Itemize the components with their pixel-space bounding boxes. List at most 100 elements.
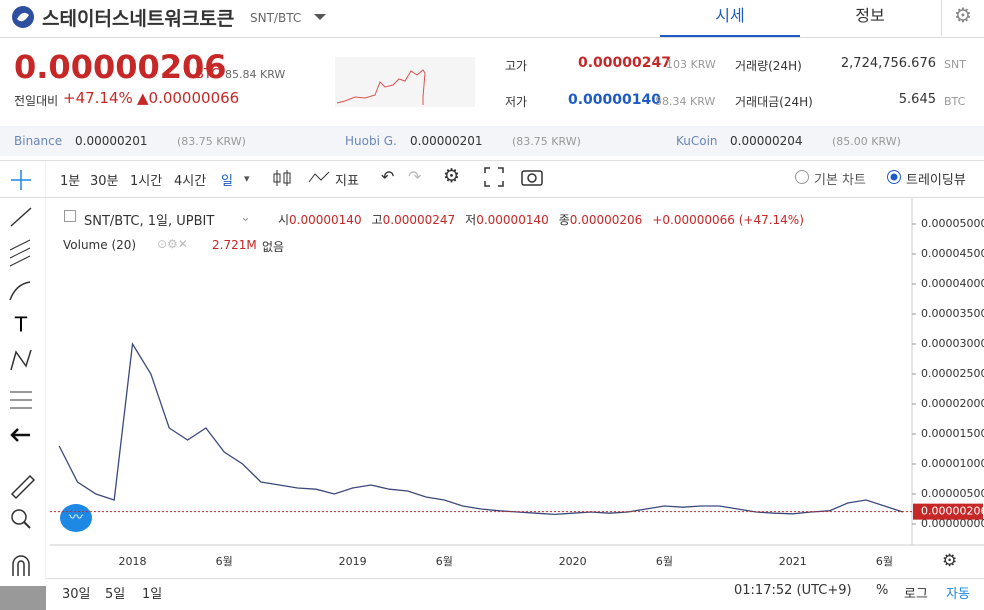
ohlc-value: 0.00000140 (476, 213, 549, 227)
tool-back[interactable] (10, 428, 30, 442)
price-line (58, 342, 904, 516)
x-tick-label: 2018 (119, 555, 147, 568)
tool-text[interactable]: T (14, 313, 28, 337)
logo (12, 6, 34, 28)
tool-brush[interactable] (9, 281, 31, 301)
radio-selected[interactable] (886, 169, 902, 185)
stat-unit: BTC (944, 95, 966, 108)
exchange-name: Huobi G. (345, 134, 397, 148)
ohlc-value: 0.00000206 (569, 213, 643, 227)
tool-pattern[interactable] (10, 349, 32, 371)
exchange-name: KuCoin (676, 134, 718, 148)
stat-value: 0.00000140 (568, 92, 661, 108)
stat-label: 고가 (505, 59, 528, 73)
ohlc-value: 0.00000247 (382, 213, 456, 227)
range[interactable]: 5일 (105, 587, 126, 602)
x-tick-label: 6월 (656, 555, 673, 568)
y-tick-label: 0.00005000 (921, 217, 984, 230)
tool-ruler[interactable] (10, 474, 36, 500)
ohlc-label: 저 (465, 213, 477, 227)
collapse[interactable] (64, 210, 76, 222)
exchange-name: Binance (14, 134, 63, 148)
ohlc-change: +0.00000066 (+47.14%) (652, 213, 804, 227)
stat-krw: 103 KRW (666, 58, 716, 71)
exchange-price: 0.00000201 (410, 134, 483, 148)
range[interactable]: 30일 (62, 587, 91, 602)
settings-icon[interactable]: ⚙ (443, 165, 461, 187)
candle-icon[interactable] (270, 166, 294, 190)
settings[interactable]: ⚙ (954, 3, 972, 27)
indicators[interactable]: 지표 (335, 174, 359, 189)
interval[interactable]: 1분 (60, 174, 81, 189)
ohlc: 시0.00000140 고0.00000247 저0.00000140 종0.0000… (278, 211, 804, 228)
undo[interactable]: ↶ (381, 167, 395, 186)
tool-line[interactable] (10, 207, 32, 227)
change-pct: +47.14% (63, 89, 133, 107)
change-label: 전일대비 (14, 94, 59, 108)
price-krw: 85.84 KRW (225, 68, 286, 81)
interval[interactable]: 4시간 (174, 174, 207, 189)
y-tick-label: 0.00001000 (921, 457, 984, 470)
tool-zoom[interactable] (11, 509, 27, 525)
symbol: SNT/BTC, 1일, UPBIT (84, 214, 215, 229)
y-tick-label: 0.00001500 (921, 427, 984, 440)
stat-value: 5.645 (898, 92, 936, 107)
tv-logo[interactable]: 〰 (60, 504, 92, 532)
tab[interactable]: 정보 (855, 6, 885, 25)
radio[interactable] (794, 169, 810, 185)
stat-label: 거래대금(24H) (735, 95, 813, 109)
x-tick-label: 2021 (779, 555, 807, 568)
current-price-label: 0.00000206 (921, 505, 984, 518)
camera-icon[interactable] (520, 166, 544, 188)
volume-controls[interactable]: ⊙⚙✕ (157, 237, 188, 251)
pair: SNT/BTC (250, 11, 302, 25)
drawing-tools: T (0, 160, 46, 610)
chart-type[interactable]: 기본 차트 (814, 173, 866, 188)
tool-prediction[interactable] (10, 391, 32, 409)
ohlc-label: 시 (278, 213, 290, 227)
x-tick-label: 2020 (559, 555, 587, 568)
chart: 0.00000000 0.00000500 0.00001000 0.00001500… (50, 198, 984, 568)
chart-type[interactable]: 트레이딩뷰 (906, 173, 966, 188)
y-tick-label: 0.00004500 (921, 247, 984, 260)
dropdown[interactable] (313, 12, 327, 22)
tool-cross[interactable] (11, 170, 31, 190)
range[interactable]: 1일 (142, 587, 163, 602)
interval-active[interactable]: 일 (221, 174, 233, 189)
interval-dropdown[interactable]: ▾ (244, 172, 250, 185)
stat-value: 2,724,756.676 (840, 56, 936, 71)
interval[interactable]: 30분 (90, 174, 119, 189)
coin-title: 스테이터스네트워크토큰 (42, 8, 235, 30)
y-tick-label: 0.00000000 (921, 517, 984, 530)
stat-label: 거래량(24H) (735, 59, 802, 73)
axis-settings[interactable]: ⚙ (942, 551, 958, 571)
option[interactable]: % (876, 583, 889, 598)
exchange-krw: (83.75 KRW) (177, 135, 246, 148)
exchange-bar (0, 126, 984, 156)
stat-krw: 58.34 KRW (655, 95, 716, 108)
fullscreen-icon[interactable] (483, 166, 505, 188)
redo[interactable]: ↷ (408, 167, 422, 186)
tool-more[interactable] (0, 586, 46, 610)
y-tick-label: 0.00002000 (921, 397, 984, 410)
exchange-price: 0.00000201 (75, 134, 148, 148)
divider (941, 0, 942, 36)
price: 0.00000206 (14, 48, 227, 86)
tool-magnet[interactable] (12, 555, 30, 576)
ohlc-label: 고 (371, 213, 383, 227)
interval[interactable]: 1시간 (130, 174, 163, 189)
legend-dropdown[interactable]: ⌄ (240, 210, 251, 225)
ohlc-value: 0.00000140 (289, 213, 362, 227)
x-tick-label: 6월 (216, 555, 233, 568)
option[interactable]: 자동 (946, 587, 970, 602)
volume-label: Volume (20) (63, 238, 137, 252)
indicator-icon[interactable] (307, 166, 331, 190)
tab-active[interactable]: 시세 (660, 0, 800, 38)
stat-value: 0.00000247 (578, 55, 671, 71)
current-price-box (913, 503, 983, 520)
y-tick-label: 0.00004000 (921, 277, 984, 290)
tool-fib[interactable] (9, 239, 31, 267)
x-tick-label: 6월 (436, 555, 453, 568)
option[interactable]: 로그 (904, 587, 928, 602)
